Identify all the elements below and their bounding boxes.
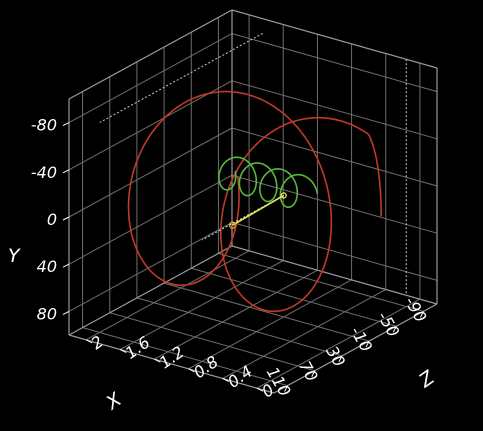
grid-lines: [68, 9, 438, 394]
y-tick-mark: [62, 263, 70, 268]
y-tick-mark: [62, 216, 70, 221]
z-tick-mark: [154, 358, 161, 363]
x-tick-label: 30: [322, 343, 349, 370]
large-helix-line: [127, 90, 383, 313]
grid-line: [231, 127, 438, 187]
cube-edge: [231, 9, 438, 69]
z-tick-label: 2: [87, 332, 106, 353]
z-tick-mark: [85, 339, 93, 344]
y-tick-label: 40: [37, 257, 57, 276]
grid-line: [154, 269, 318, 360]
y-tick-label: 0: [47, 210, 57, 229]
grid-line: [68, 174, 233, 265]
grid-line: [231, 221, 438, 281]
x-tick-label: -50: [374, 308, 404, 340]
grid-line: [218, 252, 424, 312]
y-tick-label: -40: [31, 163, 57, 182]
y-tick-mark: [62, 122, 70, 127]
grid-line: [68, 80, 233, 171]
x-tick-mark: [392, 326, 397, 333]
grid-line: [222, 289, 386, 379]
plot-series: [99, 33, 407, 313]
cube-edge: [68, 334, 275, 394]
grid-line: [85, 250, 250, 341]
segment-end-marker: [280, 192, 287, 199]
grid-line: [191, 267, 397, 327]
small-helix-line: [218, 156, 319, 208]
x-tick-mark: [284, 385, 289, 392]
grid-line: [120, 260, 284, 350]
x-tick-label: -90: [401, 293, 431, 325]
cube-edge: [68, 9, 233, 100]
cube-edge: [231, 245, 438, 305]
x-tick-label: -10: [347, 323, 377, 355]
grid-line: [136, 297, 343, 357]
x-tick-mark: [311, 370, 316, 377]
y-tick-mark: [62, 310, 70, 315]
grid-line: [231, 80, 438, 140]
z-tick-label: 0.8: [190, 352, 222, 382]
cube-edge: [68, 245, 233, 336]
z-axis-label: Z: [414, 366, 439, 393]
x-axis-label: X: [101, 388, 126, 415]
grid-line: [256, 298, 421, 389]
cube-edge: [273, 303, 438, 394]
x-tick-mark: [419, 311, 424, 318]
y-tick-mark: [62, 169, 70, 174]
x-tick-mark: [365, 340, 370, 348]
grid-line: [231, 33, 438, 93]
grid-line: [68, 33, 233, 124]
guide-line: [202, 195, 284, 241]
grid-line: [188, 279, 352, 370]
z-tick-label: 1.2: [156, 342, 188, 372]
z-tick-mark: [188, 368, 195, 373]
x-tick-label: 70: [295, 358, 322, 385]
x-tick-mark: [338, 355, 343, 363]
grid-line: [82, 327, 288, 387]
z-tick-mark: [222, 378, 229, 382]
y-tick-label: 80: [37, 304, 57, 323]
grid-line: [231, 174, 438, 234]
z-tick-mark: [120, 349, 127, 353]
guide-line: [99, 33, 263, 123]
grid-line: [68, 221, 233, 312]
grid-line: [163, 282, 370, 342]
grid-line: [109, 312, 315, 372]
grid-line: [68, 127, 233, 218]
z-tick-label: 0.4: [224, 362, 256, 392]
z-tick-mark: [256, 387, 264, 392]
y-tick-label: -80: [31, 116, 57, 135]
z-tick-label: 1.6: [122, 333, 154, 363]
y-axis-label: Y: [8, 245, 21, 267]
